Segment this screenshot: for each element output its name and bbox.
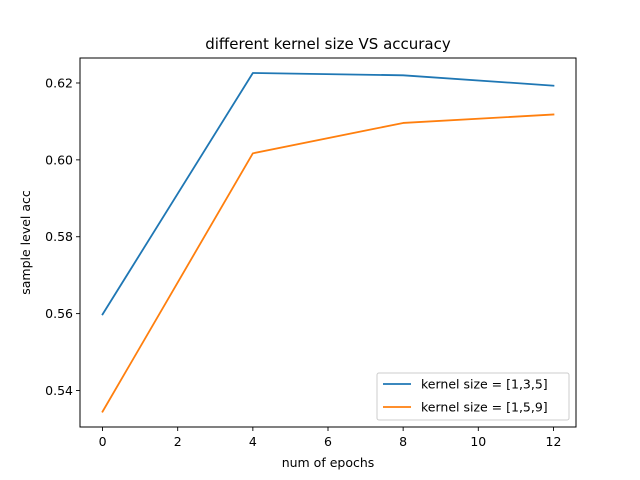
- y-axis-ticks: 0.54 0.56 0.58 0.60 0.62: [45, 75, 80, 398]
- y-tick-label: 0.58: [45, 229, 73, 244]
- x-tick-label: 12: [546, 434, 562, 449]
- legend-label-kernel-135: kernel size = [1,3,5]: [421, 377, 548, 392]
- x-tick-label: 10: [470, 434, 486, 449]
- x-tick-label: 6: [324, 434, 332, 449]
- series-line-1: [101, 72, 555, 316]
- x-tick-label: 8: [399, 434, 407, 449]
- x-tick-label: 0: [99, 434, 107, 449]
- series-line-2: [101, 113, 555, 413]
- x-axis-label: num of epochs: [282, 455, 375, 470]
- y-tick-label: 0.54: [45, 383, 73, 398]
- x-tick-label: 4: [249, 434, 257, 449]
- y-tick-label: 0.60: [45, 152, 73, 167]
- y-axis-label: sample level acc: [18, 190, 33, 295]
- plot-lines: [101, 72, 555, 413]
- y-tick-label: 0.56: [45, 306, 73, 321]
- chart-title: different kernel size VS accuracy: [205, 35, 451, 53]
- y-tick-label: 0.62: [45, 75, 73, 90]
- x-axis-ticks: 0 2 4 6 8 10 12: [99, 427, 562, 449]
- legend: kernel size = [1,3,5] kernel size = [1,5…: [376, 372, 570, 421]
- legend-label-kernel-159: kernel size = [1,5,9]: [421, 400, 548, 415]
- x-tick-label: 2: [174, 434, 182, 449]
- legend-box: [376, 372, 570, 421]
